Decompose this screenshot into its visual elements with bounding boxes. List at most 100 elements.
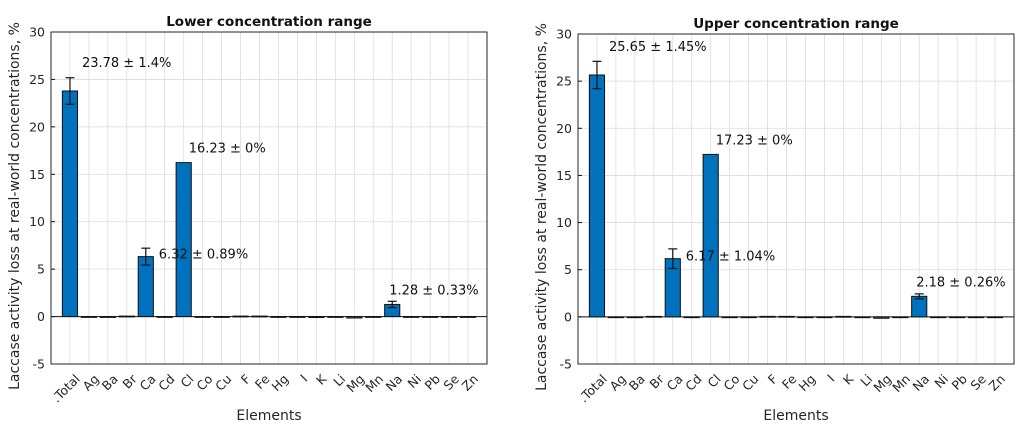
x-tick-label: Na xyxy=(382,371,405,394)
bar-Li xyxy=(854,316,871,319)
bar-I xyxy=(289,316,306,318)
x-tick-label: Ni xyxy=(404,371,424,391)
y-tick-label: 5 xyxy=(564,262,572,277)
data-label: 2.18 ± 0.26% xyxy=(916,275,1005,290)
bar-Na xyxy=(911,295,928,318)
bar-Cu xyxy=(740,316,757,319)
x-tick-label: .Total xyxy=(49,371,83,405)
bar-Cl xyxy=(702,153,719,318)
bar-Br xyxy=(118,315,135,318)
plot-frame xyxy=(577,33,1015,365)
y-tick-label: 20 xyxy=(556,121,572,136)
y-tick-label: 25 xyxy=(556,74,572,89)
x-tick-label: Cd xyxy=(155,371,177,393)
bar-Cd xyxy=(156,316,173,318)
chart-lower: -5 0 5 10 15 20 25 30 23.78 ± 1.4% 16.23 ± 0% 6.32… xyxy=(7,14,488,424)
data-label: 25.65 ± 1.45% xyxy=(609,40,707,55)
x-tick-label: Cl xyxy=(704,371,723,390)
bar-K xyxy=(308,316,325,319)
y-tick-label: 30 xyxy=(29,25,45,40)
x-axis-label: Elements xyxy=(763,408,828,424)
y-axis-label: Laccase activity loss at real-world conc… xyxy=(534,23,550,391)
x-tick-label: Na xyxy=(909,371,932,394)
x-tick-label: Hg xyxy=(796,371,819,394)
bar-Zn xyxy=(986,316,1004,319)
bar-Ni xyxy=(403,316,420,318)
x-tick-label: Ba xyxy=(99,371,121,393)
bar-Cl xyxy=(175,162,192,318)
bar-Se xyxy=(441,316,458,318)
x-tick-label: .Total xyxy=(576,371,610,405)
bar-Cu xyxy=(213,316,230,318)
x-tick-label: Zn xyxy=(459,371,481,393)
x-tick-label: I xyxy=(297,371,310,384)
bar-Mn xyxy=(892,316,909,319)
y-tick-label: 30 xyxy=(556,27,572,42)
y-tick-label: -5 xyxy=(560,357,572,372)
data-label: 6.17 ± 1.04% xyxy=(686,250,775,265)
bar-Mn xyxy=(365,316,382,318)
y-tick-label: 0 xyxy=(564,309,572,324)
x-tick-label: K xyxy=(840,371,857,388)
bar-Hg xyxy=(797,316,814,319)
y-tick-label: -5 xyxy=(33,357,45,372)
bar-Hg xyxy=(270,316,287,318)
x-tick-label: Ba xyxy=(626,371,648,393)
bar-Pb xyxy=(422,316,439,318)
bar-Zn xyxy=(459,316,477,318)
bar-Co xyxy=(194,316,211,318)
bar-K xyxy=(835,315,852,318)
bar-Ba xyxy=(626,316,643,319)
bar-Ag xyxy=(607,316,624,319)
y-tick-label: 0 xyxy=(37,309,45,324)
x-tick-label: Zn xyxy=(986,371,1008,393)
bar-Fe xyxy=(251,315,268,318)
bar-Total xyxy=(61,90,79,318)
bar-Total xyxy=(588,74,606,318)
x-tick-label: K xyxy=(313,371,330,388)
bar-F xyxy=(759,315,776,318)
chart-title: Upper concentration range xyxy=(693,16,899,32)
x-tick-label: Cu xyxy=(212,371,234,393)
x-tick-label: Ni xyxy=(931,371,951,391)
y-tick-label: 10 xyxy=(556,215,572,230)
x-tick-label: Cu xyxy=(739,371,761,393)
bar-Pb xyxy=(949,316,966,319)
bar-Ba xyxy=(99,316,116,318)
x-tick-label: Hg xyxy=(269,371,292,394)
data-label: 17.23 ± 0% xyxy=(716,133,793,148)
x-tick-label: F xyxy=(238,371,254,387)
x-tick-label: F xyxy=(765,371,781,387)
x-tick-label: Cl xyxy=(177,371,196,390)
chart-upper: -5 0 5 10 15 20 25 30 25.65 ± 1.45% 17.23 ± 0% 6.1… xyxy=(534,16,1015,424)
y-axis-label: Laccase activity loss at real-world conc… xyxy=(7,22,23,390)
bar-Br xyxy=(645,315,662,318)
bar-Se xyxy=(968,316,985,319)
y-tick-label: 10 xyxy=(29,214,45,229)
y-tick-label: 20 xyxy=(29,119,45,134)
data-label: 6.32 ± 0.89% xyxy=(159,248,248,263)
y-tick-label: 15 xyxy=(29,167,45,182)
x-tick-label: I xyxy=(824,371,837,384)
plot-frame xyxy=(50,31,488,365)
chart-title: Lower concentration range xyxy=(166,14,372,30)
bar-Ni xyxy=(930,316,947,319)
x-tick-label: Cd xyxy=(682,371,704,393)
bar-Mg xyxy=(346,316,363,319)
bar-Co xyxy=(721,316,738,319)
data-label: 16.23 ± 0% xyxy=(189,142,266,157)
data-label: 23.78 ± 1.4% xyxy=(82,56,171,71)
bar-I xyxy=(816,316,833,319)
data-label: 1.28 ± 0.33% xyxy=(389,283,478,298)
bar-Li xyxy=(327,316,344,318)
bar-Mg xyxy=(873,316,890,319)
bar-Cd xyxy=(683,316,700,319)
bar-Fe xyxy=(778,315,795,318)
x-axis-label: Elements xyxy=(236,408,301,424)
bar-Ag xyxy=(80,316,97,318)
y-tick-label: 25 xyxy=(29,72,45,87)
bar-F xyxy=(232,315,249,318)
y-tick-label: 5 xyxy=(37,262,45,277)
y-tick-label: 15 xyxy=(556,168,572,183)
